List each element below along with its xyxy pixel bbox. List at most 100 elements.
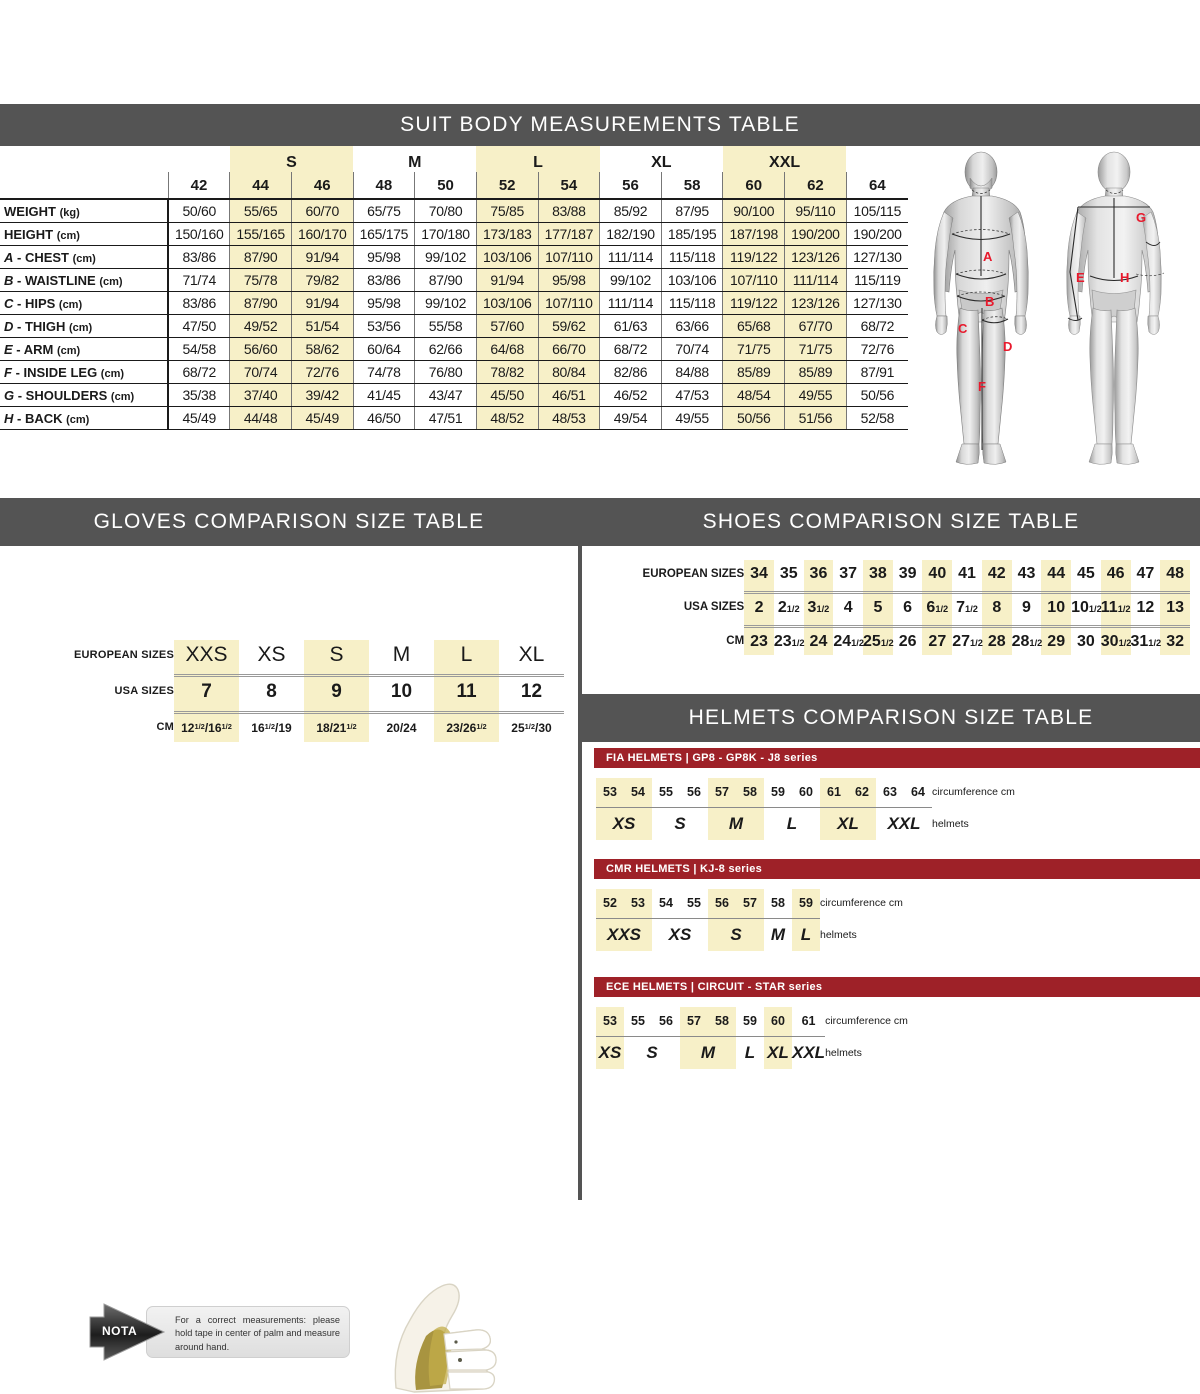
helmet-rule	[792, 806, 820, 808]
gloves-rule	[174, 707, 239, 714]
suit-row-label-height: HEIGHT (cm)	[0, 222, 170, 246]
suit-cell: 48/53	[537, 406, 600, 430]
shoes-usa-cell: 10	[1041, 592, 1072, 621]
shoes-cm-cell: 311/2	[1130, 632, 1162, 650]
nota-callout: For a correct measurements: please hold …	[88, 1303, 350, 1361]
gloves-usa-cell: 9	[304, 675, 369, 707]
helmet-size-S: S	[646, 1043, 658, 1062]
suit-cell: 177/187	[537, 222, 600, 246]
shoes-european-cell: 36	[803, 560, 834, 587]
helmet-rule	[652, 1035, 680, 1037]
helmet-size-L: L	[744, 1043, 756, 1062]
figure-label-f: F	[978, 379, 986, 394]
suit-cell: 107/110	[722, 268, 785, 292]
helmet-circumference-cell: 63	[883, 785, 897, 799]
helmet-rule	[736, 806, 764, 808]
shoes-european-cell: 37	[839, 564, 858, 582]
suit-cell: 60/64	[352, 337, 415, 361]
figure-label-a: A	[983, 249, 993, 264]
helmet-circumference-cell: 54	[624, 778, 652, 806]
helmet-circumference-cell: 57	[736, 889, 764, 917]
suit-row-label-weight: WEIGHT (kg)	[0, 199, 170, 223]
shoes-rule	[863, 587, 893, 594]
helmet-rule	[596, 917, 624, 919]
shoes-rule	[803, 621, 834, 628]
helmet-rule	[680, 806, 708, 808]
shoes-cm-cell: 28	[981, 626, 1012, 655]
suit-table-container: S M L XL XXL 42 44 46 48 50 52 54 56 58 60 62 64 WEIGHT (…	[0, 146, 908, 494]
helmet-rule	[624, 1035, 652, 1037]
suit-size-56: 56	[599, 172, 662, 200]
figure-label-g: G	[1136, 210, 1147, 225]
suit-cell: 37/40	[229, 383, 292, 407]
suit-cell: 41/45	[352, 383, 415, 407]
figure-label-b: B	[985, 294, 995, 309]
gloves-table-grid: EUROPEAN SIZES XXS XS S M L XL USA SIZES 7 8 9 10 11…	[24, 640, 564, 742]
shoes-rule	[1071, 621, 1101, 628]
suit-cell: 63/66	[660, 314, 723, 338]
gloves-european-cell: S	[304, 640, 369, 670]
gloves-usa-cell: 11	[434, 675, 499, 707]
helmet-circumference-cell: 54	[659, 896, 673, 910]
suit-cell: 119/122	[722, 245, 785, 269]
gloves-rule-row	[24, 670, 564, 677]
helmet-size-XL: XL	[820, 807, 876, 840]
suit-cell: 185/195	[660, 222, 723, 246]
shoes-european-cell: 43	[1017, 564, 1036, 582]
suit-cell: 99/102	[414, 291, 477, 315]
suit-cell: 76/80	[414, 360, 477, 384]
suit-size-50: 50	[414, 172, 477, 200]
suit-cell: 46/51	[537, 383, 600, 407]
helmet-rule	[764, 917, 792, 919]
gloves-european-cell: M	[392, 643, 411, 666]
shoes-table-grid: EUROPEAN SIZES 34 35 36 37 38 39 40 41 42 43 44 45 46…	[604, 560, 1190, 655]
helmet-circumference-cell: 58	[708, 1007, 736, 1035]
shoes-rule	[1160, 621, 1190, 628]
helmet-circumference-cell: 58	[736, 778, 764, 806]
shoes-rule	[1071, 587, 1101, 594]
shoes-rule	[1130, 621, 1161, 628]
suit-cell: 50/56	[845, 383, 908, 407]
suit-cell: 39/42	[290, 383, 354, 407]
helmet-grid: 53 55 56 57 58 59 60 61 circumference cm XS S M L XL X…	[596, 1007, 1065, 1069]
suit-group-S: S	[229, 146, 354, 172]
shoes-cm-cell: 231/2	[773, 632, 805, 650]
table-row: A - CHEST (cm) 83/86 87/90 91/94 95/98 99/102…	[0, 245, 908, 269]
helmet-grid: 52 53 54 55 56 57 58 59 circumference cm XXS XS S M L…	[596, 889, 1060, 951]
suit-cell: 49/55	[660, 406, 723, 430]
table-row: EUROPEAN SIZES 34 35 36 37 38 39 40 41 42 43 44 45 46…	[604, 560, 1190, 587]
shoes-rule	[952, 621, 982, 628]
table-row: XS S M L XL XXL helmets	[596, 1036, 1065, 1069]
shoes-european-cell: 35	[779, 564, 798, 582]
helmet-circumference-cell: 58	[771, 896, 785, 910]
suit-cell: 107/110	[537, 245, 600, 269]
figure-label-c: C	[958, 321, 968, 336]
suit-cell: 44/48	[229, 406, 292, 430]
suit-group-L: L	[476, 146, 600, 172]
suit-cell: 65/68	[722, 314, 785, 338]
helmet-circumference-cell: 55	[687, 896, 701, 910]
shoes-rule	[1041, 621, 1072, 628]
suit-cell: 84/88	[660, 360, 723, 384]
helmet-block-heading: FIA HELMETS | GP8 - GP8K - J8 series	[594, 748, 1200, 768]
helmet-rule	[708, 1035, 736, 1037]
suit-cell: 70/74	[229, 360, 292, 384]
suit-cell: 83/86	[352, 268, 415, 292]
shoes-cm-cell: 281/2	[1011, 632, 1043, 650]
suit-cell: 83/86	[167, 245, 230, 269]
gloves-rule	[369, 670, 434, 677]
suit-cell: 115/118	[660, 291, 723, 315]
suit-cell: 51/54	[290, 314, 354, 338]
suit-cell: 90/100	[722, 199, 785, 223]
shoes-cm-cell: 26	[898, 632, 917, 650]
helmet-rule	[792, 917, 820, 919]
helmet-rule	[764, 1035, 792, 1037]
nota-label: NOTA	[102, 1324, 138, 1338]
suit-cell: 85/89	[722, 360, 785, 384]
suit-cell: 170/180	[414, 222, 477, 246]
suit-cell: 57/60	[475, 314, 539, 338]
suit-cell: 105/115	[845, 199, 908, 223]
suit-group-XL: XL	[651, 154, 672, 171]
suit-cell: 47/51	[414, 406, 477, 430]
suit-cell: 85/92	[599, 199, 662, 223]
